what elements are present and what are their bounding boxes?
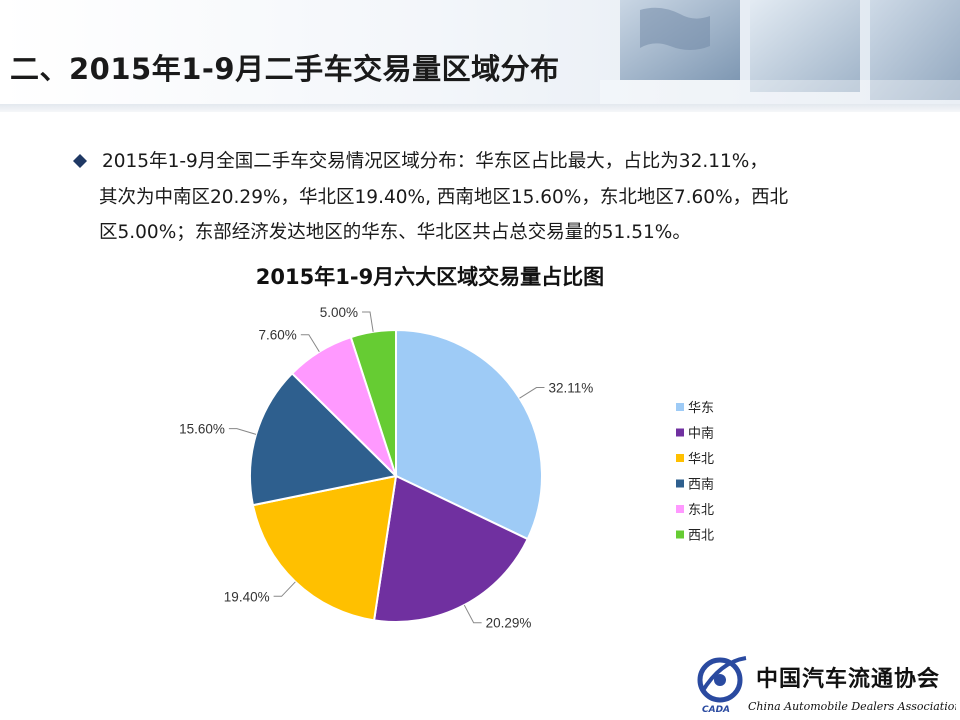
pie-slices <box>249 328 543 623</box>
data-label-6: 5.00% <box>320 305 358 320</box>
data-label-5: 7.60% <box>259 328 297 343</box>
summary-line-2: 其次为中南区20.29%，华北区19.40%, 西南地区15.60%，东北地区7… <box>99 186 789 208</box>
legend-label-1: 华东 <box>688 401 714 416</box>
legend-swatch-2 <box>676 428 684 437</box>
pie-slice-1 <box>395 328 543 541</box>
leader-line-3 <box>273 581 296 597</box>
page-title: 二、2015年1-9月二手车交易量区域分布 <box>10 52 560 86</box>
svg-text:中国汽车流通协会: 中国汽车流通协会 <box>756 666 940 692</box>
chart-title: 2015年1-9月六大区域交易量占比图 <box>256 265 604 289</box>
header-decoration <box>600 0 960 104</box>
summary-line-3: 区5.00%；东部经济发达地区的华东、华北区共占总交易量的51.51%。 <box>99 222 691 243</box>
svg-text:CADA: CADA <box>702 705 730 715</box>
leader-line-5 <box>300 334 320 353</box>
cada-logo: CADA 中国汽车流通协会 China Automobile Dealers A… <box>697 656 956 715</box>
legend-label-4: 西南 <box>688 477 714 493</box>
legend-swatch-3 <box>676 454 684 462</box>
legend-label-6: 西北 <box>688 529 714 544</box>
data-label-2: 20.29% <box>486 616 532 631</box>
leader-line-2 <box>463 604 482 624</box>
data-label-3: 19.40% <box>224 589 270 604</box>
leader-line-1 <box>519 387 545 399</box>
legend-label-3: 华北 <box>688 452 714 467</box>
data-label-4: 15.60% <box>179 422 225 437</box>
legend-swatch-6 <box>676 530 684 539</box>
pie-slice-2 <box>372 474 530 623</box>
legend-swatch-5 <box>676 505 684 513</box>
legend-swatch-4 <box>676 479 684 488</box>
pie-slice-4 <box>249 371 399 507</box>
legend-swatch-1 <box>676 403 684 411</box>
summary-paragraph: 2015年1-9月全国二手车交易情况区域分布：华东区占比最大，占比为32.11%… <box>70 144 890 251</box>
summary-line-1: 2015年1-9月全国二手车交易情况区域分布：华东区占比最大，占比为32.11%… <box>102 151 768 172</box>
legend-label-5: 东北 <box>688 503 714 518</box>
data-label-1: 32.11% <box>548 381 593 396</box>
leader-line-6 <box>362 311 374 332</box>
svg-text:China Automobile Dealers Assoc: China Automobile Dealers Association <box>748 700 956 713</box>
leader-line-4 <box>228 428 257 435</box>
diamond-bullet-icon <box>73 154 87 168</box>
legend-label-2: 中南 <box>688 426 714 442</box>
pie-data-labels: 32.11% 20.29% 19.40% 15.60% 7.60% 5.00% <box>179 305 593 631</box>
header-divider <box>0 104 960 112</box>
header-banner <box>0 0 960 104</box>
pie-slice-6 <box>349 328 397 477</box>
